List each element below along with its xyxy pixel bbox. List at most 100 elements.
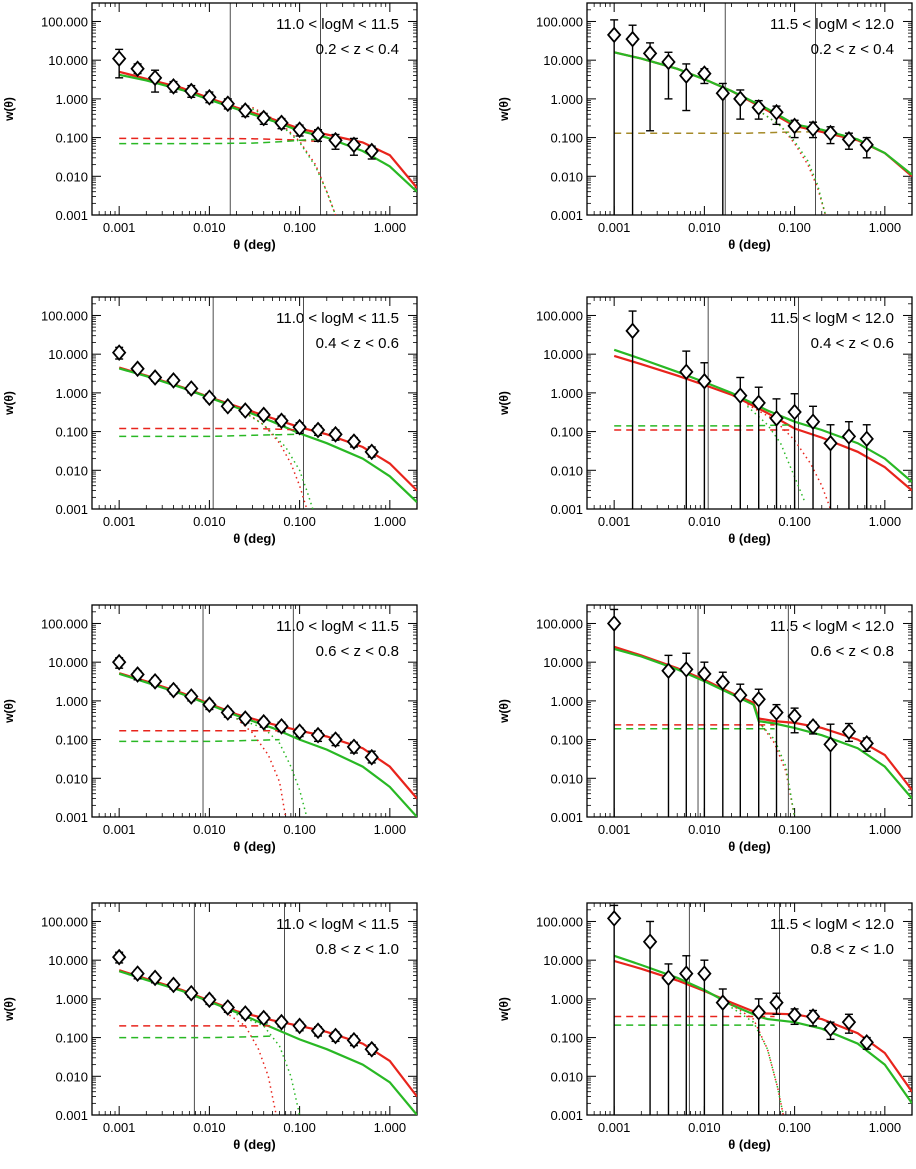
y-tick-label: 1.000 [55,386,88,401]
y-tick-label: 10.000 [48,53,88,68]
data-point [769,409,784,427]
y-axis-label: w(θ) [2,391,16,416]
data-point [130,360,145,378]
data-point [274,717,289,735]
y-tick-label: 10.000 [543,347,583,362]
model-red-solid [613,959,912,1093]
data-point [859,430,874,448]
y-tick-label: 100.000 [41,616,88,631]
panel-8: 0.001 0.010 0.100 1.000 0.001 0.010 0.100 1.000… [497,902,913,1152]
data-point [111,948,127,966]
y-tick-label: 0.010 [550,771,583,786]
y-tick-label: 0.100 [550,131,583,146]
data-point [364,142,379,160]
data-point [202,991,217,1009]
data-point [787,707,802,725]
data-point [310,1022,326,1040]
data-point [238,402,253,419]
y-tick-label: 1.000 [55,694,88,709]
model-red-solid [118,672,417,800]
data-point [606,615,622,632]
y-tick-label: 0.001 [550,810,583,825]
plot-frame [586,2,913,216]
y-tick-label: 0.100 [55,733,88,748]
data-point [625,30,640,48]
x-tick-label: 0.100 [283,220,316,235]
y-tick-label: 100.000 [536,308,583,323]
y-tick-label: 0.100 [550,425,583,440]
panel-annotation: 11.0 < logM < 11.5 [276,618,399,635]
x-tick-label: 0.010 [193,514,226,529]
y-tick-label: 10.000 [48,655,88,670]
x-tick-label: 0.010 [193,1120,226,1135]
data-point [751,690,766,708]
x-tick-label: 0.001 [598,1120,631,1135]
data-point [274,412,289,430]
x-tick-label: 0.001 [103,514,136,529]
y-tick-label: 0.010 [55,463,88,478]
y-tick-label: 0.001 [55,208,88,223]
data-point [364,1040,379,1058]
data-point [787,403,802,421]
panel-annotation: 11.5 < logM < 12.0 [770,618,894,635]
data-point [715,674,730,691]
model-red-solid [118,70,417,189]
x-tick-label: 0.100 [778,1120,811,1135]
model-green-dotted [252,108,337,215]
panel-annotation: 11.5 < logM < 12.0 [770,16,894,33]
data-point [274,114,289,132]
x-axis-label: θ (deg) [233,839,275,854]
data-point [220,397,235,415]
data-point [292,418,307,436]
data-point [184,82,199,100]
x-tick-label: 0.010 [688,822,721,837]
y-tick-label: 0.100 [550,733,583,748]
model-green-solid [118,73,417,193]
panel-annotation: 11.0 < logM < 11.5 [276,916,399,933]
plot-frame [91,902,418,1116]
data-point [661,662,676,680]
data-point [642,44,658,62]
panel-annotation: 11.0 < logM < 11.5 [276,16,399,33]
plot-frame [91,604,418,818]
x-tick-label: 0.001 [103,822,136,837]
y-tick-label: 1.000 [550,92,583,107]
x-tick-label: 0.100 [778,220,811,235]
data-point [292,723,307,741]
data-point [328,131,343,149]
model-green-dotted [236,717,308,817]
plot-frame [91,2,418,216]
data-point [130,60,145,78]
data-point [751,394,766,412]
y-tick-label: 1.000 [550,992,583,1007]
x-tick-label: 1.000 [869,1120,902,1135]
data-point [805,1008,821,1025]
x-tick-label: 0.100 [283,1120,316,1135]
x-tick-label: 0.001 [598,514,631,529]
data-point [769,994,784,1012]
y-tick-label: 10.000 [543,655,583,670]
data-point [715,84,730,102]
data-point [292,121,307,139]
y-tick-label: 0.010 [55,169,88,184]
x-tick-label: 1.000 [374,220,407,235]
panel-6: 0.001 0.010 0.100 1.000 0.001 0.010 0.100 1.000… [497,604,913,854]
data-point [202,389,217,407]
y-tick-label: 10.000 [543,53,583,68]
x-tick-label: 0.010 [688,1120,721,1135]
panel-annotation: 0.4 < z < 0.6 [811,335,894,352]
data-point [238,1005,253,1022]
data-point [841,723,857,741]
x-axis-label: θ (deg) [233,237,275,252]
y-tick-label: 0.010 [550,463,583,478]
y-tick-label: 0.010 [550,169,583,184]
data-point [625,322,640,340]
data-point [606,26,622,44]
data-point [256,406,271,424]
data-point [346,738,362,756]
model-green-solid [613,647,912,800]
x-tick-label: 1.000 [374,514,407,529]
x-tick-label: 0.001 [598,220,631,235]
data-point [787,117,802,135]
data-point [184,984,199,1002]
